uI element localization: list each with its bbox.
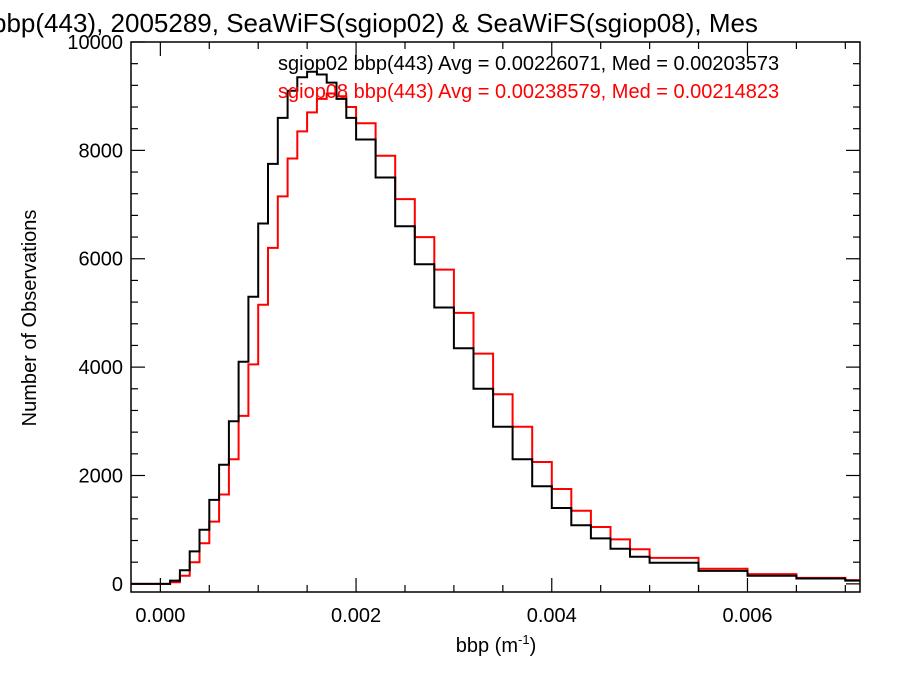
x-tick-label: 0.002 bbox=[331, 605, 381, 627]
x-axis-label-main: bbp (m bbox=[456, 635, 518, 657]
y-axis-label-group: Number of Observations bbox=[19, 210, 41, 427]
x-tick-label: 0.006 bbox=[722, 605, 772, 627]
y-tick-label: 6000 bbox=[79, 249, 124, 271]
x-axis-label-superscript: -1 bbox=[518, 632, 530, 647]
y-tick-label: 4000 bbox=[79, 357, 124, 379]
y-tick-label: 8000 bbox=[79, 140, 124, 162]
y-axis-label: Number of Observations bbox=[19, 210, 41, 427]
axis-ticks: 0 2000 4000 6000 8000 10000 0.000 0.002 0.004 0.0… bbox=[67, 32, 860, 627]
legend-entry-sgiop08: sgiop08 bbp(443) Avg = 0.00238579, Med =… bbox=[278, 81, 779, 103]
legend-entry-sgiop02: sgiop02 bbp(443) Avg = 0.00226071, Med =… bbox=[278, 53, 779, 75]
x-tick-label: 0.004 bbox=[527, 605, 577, 627]
y-tick-label: 0 bbox=[112, 574, 123, 596]
x-axis-label: bbp (m-1) bbox=[456, 632, 536, 657]
y-tick-label: 2000 bbox=[79, 465, 124, 487]
series-lines bbox=[131, 70, 860, 585]
plot-frame bbox=[130, 41, 861, 593]
chart-title: bbp(443), 2005289, SeaWiFS(sgiop02) & Se… bbox=[0, 8, 758, 38]
series-line-sgiop02 bbox=[131, 70, 860, 585]
series-line-sgiop08 bbox=[131, 92, 860, 585]
x-tick-label: 0.000 bbox=[135, 605, 185, 627]
x-axis-label-end: ) bbox=[530, 635, 537, 657]
y-tick-label: 10000 bbox=[67, 32, 123, 54]
